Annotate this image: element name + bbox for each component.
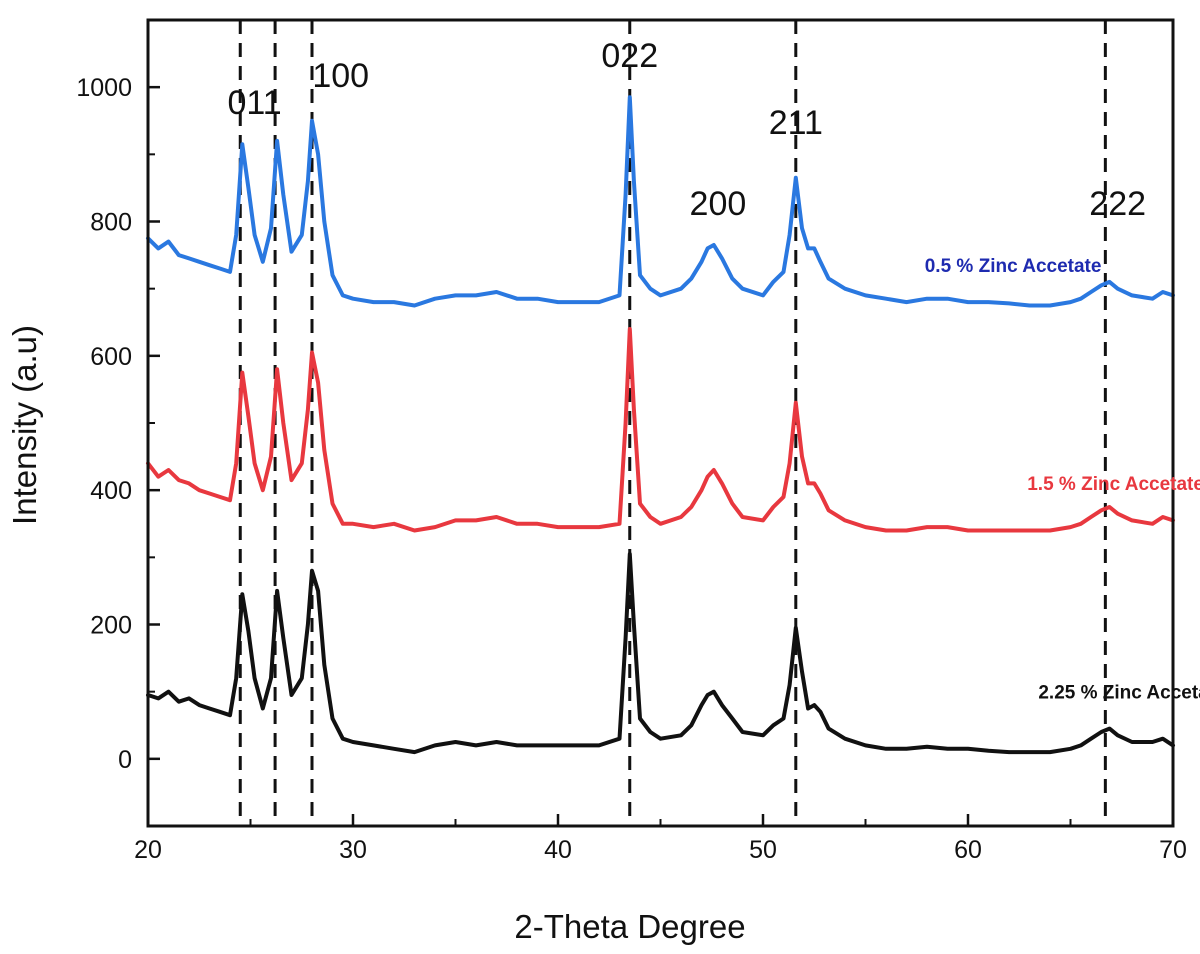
x-tick-label-50: 50 [749,836,777,864]
y-axis-title: Intensity (a.u) [6,325,43,525]
series-label-3: 0.5 % Zinc Accetate [925,256,1102,277]
series-line-2 [146,327,1175,533]
y-tick-label-800: 800 [90,209,132,237]
x-tick-label-20: 20 [134,836,162,864]
y-tick-label-200: 200 [90,612,132,640]
annotations: 011 100 022 200 211 222 2.25 % Zinc Accetate 1.… [227,37,1200,703]
series-layer [146,95,1175,755]
y-tick-label-0: 0 [118,746,132,774]
peak-label-200: 200 [690,185,747,223]
x-tick-label-70: 70 [1159,836,1187,864]
series-label-2: 1.5 % Zinc Accetate [1027,474,1200,495]
series-line-3 [146,95,1175,308]
y-tick-label-400: 400 [90,477,132,505]
x-tick-label-40: 40 [544,836,572,864]
series-line-1 [146,552,1175,755]
series-label-1: 2.25 % Zinc Accetate [1038,682,1200,703]
peak-label-211: 211 [769,104,823,142]
y-tick-label-1000: 1000 [76,74,132,102]
peak-label-022: 022 [601,37,658,75]
axes: 20 30 40 50 60 70 0 200 400 600 800 1000 [76,18,1187,864]
x-tick-label-60: 60 [954,836,982,864]
x-axis-title: 2-Theta Degree [514,908,745,945]
y-tick-label-600: 600 [90,343,132,371]
peak-label-100: 100 [312,57,369,95]
peak-label-011: 011 [227,84,281,122]
peak-label-222: 222 [1089,185,1146,223]
x-tick-label-30: 30 [339,836,367,864]
